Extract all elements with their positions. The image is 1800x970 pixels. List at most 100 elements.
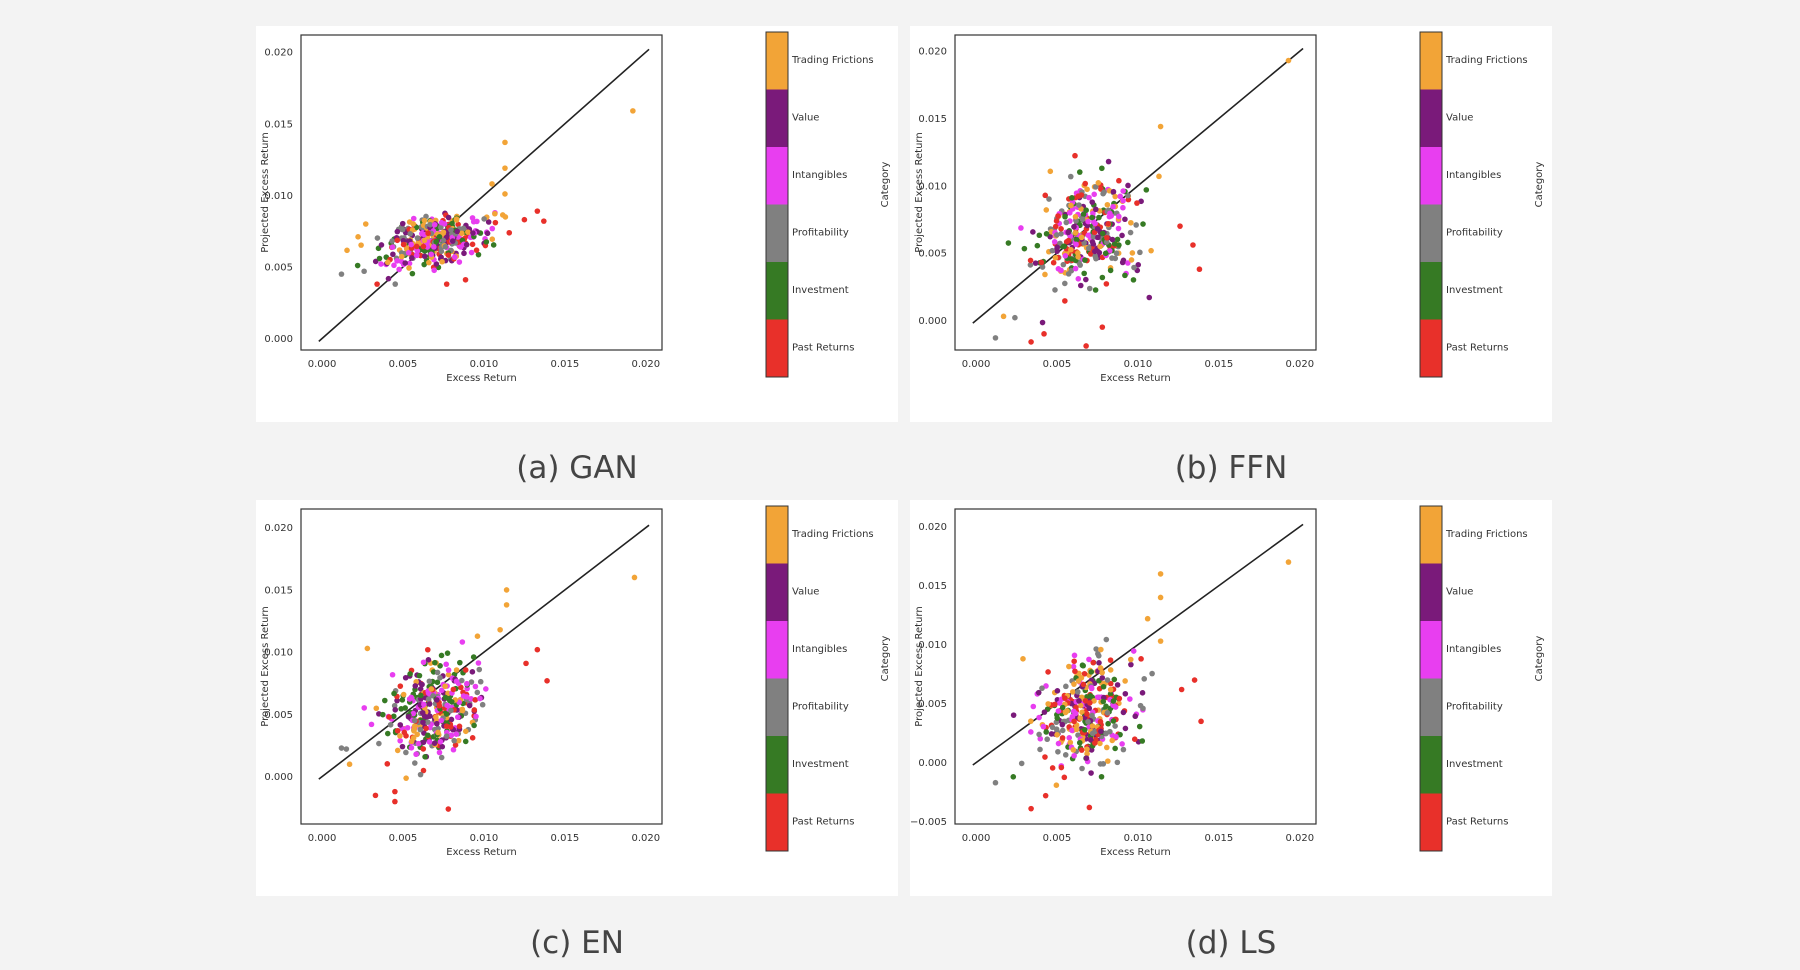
scatter-point xyxy=(1073,241,1079,248)
scatter-point xyxy=(992,779,999,786)
scatter-point xyxy=(1120,204,1126,211)
scatter-point xyxy=(1111,241,1118,247)
scatter-point xyxy=(355,234,361,240)
scatter-point xyxy=(1085,718,1091,725)
scatter-point xyxy=(631,574,638,581)
colorbar-segment xyxy=(1420,793,1442,851)
scatter-point xyxy=(1100,698,1107,705)
scatter-point xyxy=(1082,180,1089,187)
scatter-point xyxy=(392,798,398,805)
scatter-point xyxy=(469,669,476,675)
scatter-point xyxy=(461,250,467,257)
y-axis-label: Projected Excess Return xyxy=(260,606,271,726)
scatter-point xyxy=(1129,250,1136,256)
scatter-point xyxy=(1075,193,1082,199)
colorbar-label: Past Returns xyxy=(1446,817,1508,828)
scatter-point xyxy=(376,255,383,262)
scatter-point xyxy=(1139,690,1146,696)
colorbar-segment xyxy=(766,32,788,90)
scatter-point xyxy=(1077,715,1084,721)
scatter-point xyxy=(414,252,420,259)
scatter-point xyxy=(1045,669,1051,675)
scatter-point xyxy=(1114,759,1121,766)
scatter-point xyxy=(1196,266,1203,273)
scatter-point xyxy=(1104,677,1111,683)
colorbar-segment xyxy=(766,793,788,851)
scatter-point xyxy=(420,739,427,746)
scatter-point xyxy=(1119,741,1125,747)
scatter-point xyxy=(1092,184,1099,190)
scatter-point xyxy=(416,672,423,679)
scatter-point xyxy=(1054,688,1061,694)
colorbar-label: Value xyxy=(792,113,819,124)
scatter-point xyxy=(443,281,450,287)
scatter-point xyxy=(1052,254,1059,261)
scatter-point xyxy=(433,261,440,267)
scatter-point xyxy=(1110,203,1116,210)
scatter-point xyxy=(1049,724,1056,731)
scatter-point xyxy=(410,710,417,717)
scatter-point xyxy=(364,645,371,652)
scatter-point xyxy=(1067,173,1074,180)
scatter-point xyxy=(1065,229,1071,236)
colorbar-segment xyxy=(766,621,788,679)
scatter-point xyxy=(1177,223,1183,229)
scatter-point xyxy=(1109,236,1116,243)
scatter-point xyxy=(1092,220,1098,227)
scatter-point xyxy=(361,705,368,711)
scatter-point xyxy=(466,702,473,709)
scatter-point xyxy=(463,694,470,700)
scatter-point xyxy=(1010,774,1017,780)
scatter-point xyxy=(1116,177,1122,184)
scatter-point xyxy=(400,691,407,698)
scatter-point xyxy=(415,740,422,747)
scatter-point xyxy=(1132,713,1139,720)
x-tick-label: 0.015 xyxy=(1205,833,1234,844)
scatter-point xyxy=(1103,703,1109,710)
scatter-point xyxy=(1042,792,1049,799)
scatter-point xyxy=(426,701,433,707)
scatter-point xyxy=(1110,698,1117,704)
scatter-point xyxy=(404,724,411,731)
colorbar-label: Intangibles xyxy=(1446,170,1501,181)
scatter-point xyxy=(534,646,541,653)
scatter-point xyxy=(1096,214,1102,221)
scatter-point xyxy=(1157,571,1164,577)
colorbar-label: Intangibles xyxy=(1446,644,1501,655)
scatter-point xyxy=(1068,246,1074,253)
scatter-point xyxy=(426,739,433,745)
scatter-point xyxy=(1100,683,1107,690)
scatter-point xyxy=(1139,738,1146,744)
colorbar-segment xyxy=(1420,32,1442,90)
caption-ffn: (b) FFN xyxy=(1174,450,1288,486)
scatter-point xyxy=(459,639,466,645)
scatter-point xyxy=(425,696,432,702)
scatter-point xyxy=(1089,199,1096,205)
scatter-point xyxy=(1113,250,1120,257)
scatter-point xyxy=(419,709,426,716)
scatter-point xyxy=(448,227,454,233)
scatter-point xyxy=(1050,259,1057,266)
scatter-point xyxy=(1020,656,1026,662)
scatter-point xyxy=(389,238,395,244)
scatter-point xyxy=(424,719,431,725)
scatter-point xyxy=(1110,188,1117,195)
scatter-point xyxy=(436,749,443,756)
scatter-point xyxy=(1091,191,1098,198)
scatter-point xyxy=(425,230,431,237)
y-tick-label: 0.010 xyxy=(264,191,293,202)
scatter-point xyxy=(438,224,444,231)
scatter-point xyxy=(399,697,406,703)
scatter-point xyxy=(1076,698,1082,704)
scatter-point xyxy=(1107,667,1114,673)
scatter-point xyxy=(1085,245,1092,252)
scatter-point xyxy=(1055,708,1062,714)
scatter-point xyxy=(1140,705,1146,712)
scatter-point xyxy=(1086,194,1092,201)
scatter-point xyxy=(1069,727,1075,734)
colorbar-label: Trading Frictions xyxy=(1445,55,1528,66)
scatter-point xyxy=(1087,251,1094,257)
scatter-point xyxy=(1125,260,1131,266)
caption-ls: (d) LS xyxy=(1185,925,1277,961)
scatter-point xyxy=(403,749,409,756)
